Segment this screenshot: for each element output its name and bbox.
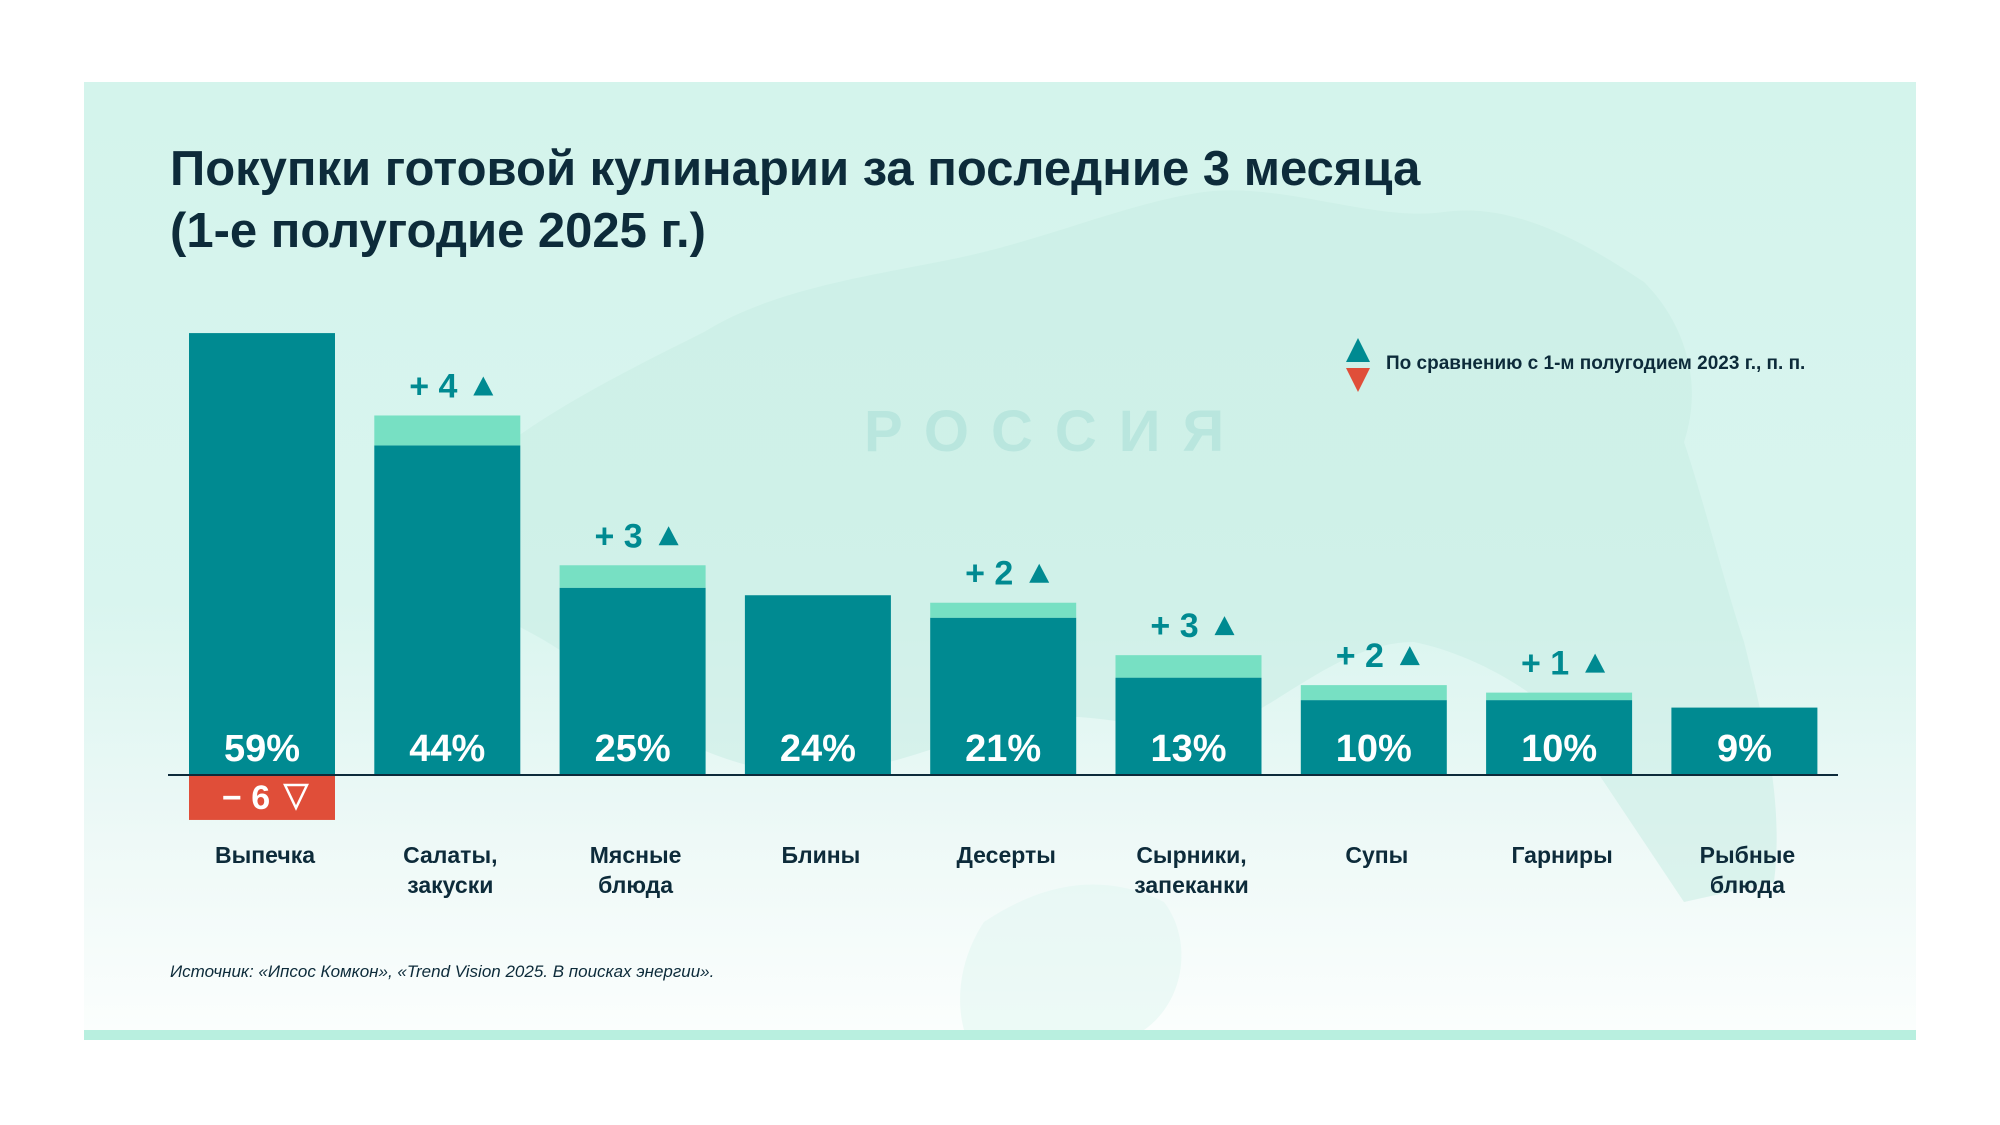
- category-label: Десерты: [957, 842, 1056, 868]
- bar-value-label: 44%: [409, 728, 485, 770]
- triangle-up-icon: [1029, 563, 1050, 583]
- title-line-2: (1-е полугодие 2025 г.): [170, 204, 706, 258]
- category-label: запеканки: [1134, 872, 1248, 898]
- increase-segment: [559, 565, 706, 588]
- bar-value-label: 21%: [965, 728, 1041, 770]
- triangle-up-icon: [658, 526, 679, 546]
- change-label: + 2: [965, 555, 1013, 593]
- category-label: Рыбные: [1700, 842, 1796, 868]
- bar-value-label: 10%: [1521, 728, 1597, 770]
- category-label: Блины: [781, 842, 860, 868]
- bar-value-label: 59%: [224, 728, 300, 770]
- bar: [559, 587, 706, 775]
- legend-arrows: [1344, 336, 1372, 392]
- triangle-down-icon: [1346, 368, 1370, 392]
- increase-segment: [930, 602, 1077, 618]
- legend-text: По сравнению с 1-м полугодием 2023 г., п…: [1386, 353, 1806, 374]
- change-label: + 3: [594, 517, 642, 555]
- increase-segment: [1300, 685, 1447, 701]
- triangle-up-icon: [1399, 646, 1420, 666]
- change-label: − 6: [222, 779, 270, 817]
- triangle-up-icon: [1585, 653, 1606, 673]
- category-label: блюда: [1710, 872, 1785, 898]
- bar: [189, 333, 335, 775]
- triangle-down-outline-icon: [283, 783, 309, 811]
- bar-value-label: 25%: [595, 728, 671, 770]
- title-line-1: Покупки готовой кулинарии за последние 3…: [170, 142, 1421, 196]
- bar-value-label: 24%: [780, 728, 856, 770]
- category-label: блюда: [598, 872, 673, 898]
- bar: [1300, 700, 1447, 775]
- source-note: Источник: «Ипсос Комкон», «Trend Vision …: [170, 962, 715, 981]
- category-label: закуски: [407, 872, 493, 898]
- bar: [930, 617, 1077, 775]
- bar-value-label: 10%: [1336, 728, 1412, 770]
- category-label: Мясные: [590, 842, 682, 868]
- bar: [1115, 677, 1262, 775]
- change-label: + 3: [1150, 607, 1198, 645]
- bottom-accent-stripe: [84, 1030, 1916, 1040]
- triangle-up-icon: [1346, 338, 1370, 362]
- triangle-up-icon: [473, 376, 494, 396]
- category-label: Сырники,: [1136, 842, 1246, 868]
- legend: По сравнению с 1-м полугодием 2023 г., п…: [1344, 334, 1805, 394]
- chart-title: Покупки готовой кулинарии за последние 3…: [170, 138, 1420, 262]
- category-label: Супы: [1345, 842, 1408, 868]
- bar: [744, 595, 891, 775]
- increase-segment: [1115, 655, 1262, 678]
- category-label: Салаты,: [403, 842, 497, 868]
- decrease-segment: [189, 775, 335, 820]
- bar: [1486, 700, 1633, 775]
- category-label: Гарниры: [1511, 842, 1612, 868]
- change-label: + 4: [409, 367, 457, 405]
- change-label: + 2: [1336, 637, 1384, 675]
- bar-value-label: 9%: [1717, 728, 1772, 770]
- triangle-up-icon: [1214, 616, 1235, 636]
- increase-segment: [1486, 692, 1633, 701]
- category-label: Выпечка: [215, 842, 315, 868]
- increase-segment: [374, 415, 521, 446]
- bar-value-label: 13%: [1150, 728, 1226, 770]
- bar: [374, 445, 521, 775]
- change-label: + 1: [1521, 645, 1569, 683]
- map-watermark: РОССИЯ: [864, 399, 1247, 464]
- bar: [1671, 707, 1818, 775]
